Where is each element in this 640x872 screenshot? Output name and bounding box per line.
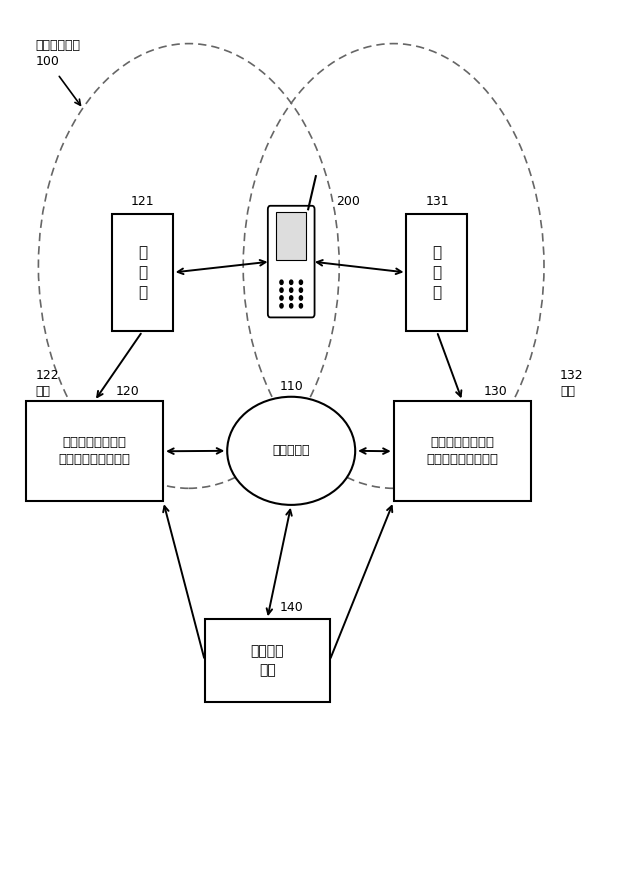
Text: 第２通信制御装置
（第２通信事業者）: 第２通信制御装置 （第２通信事業者）	[426, 436, 499, 467]
Text: 132
セル: 132 セル	[560, 369, 584, 399]
Text: 基
地
局: 基 地 局	[138, 245, 147, 300]
Bar	[112, 214, 173, 331]
Bar	[26, 401, 163, 501]
Bar	[406, 214, 467, 331]
Circle shape	[300, 296, 303, 300]
Circle shape	[300, 280, 303, 284]
Circle shape	[289, 303, 293, 308]
Text: 120: 120	[116, 385, 140, 398]
Text: 121: 121	[131, 194, 154, 208]
Text: 122
セル: 122 セル	[35, 369, 59, 399]
Text: 140: 140	[279, 601, 303, 614]
Circle shape	[280, 280, 283, 284]
Circle shape	[280, 296, 283, 300]
Circle shape	[300, 288, 303, 292]
FancyBboxPatch shape	[268, 206, 315, 317]
Circle shape	[289, 296, 293, 300]
Text: 第１通信制御装置
（第１通信事業者）: 第１通信制御装置 （第１通信事業者）	[58, 436, 131, 467]
Text: 公衆回線網: 公衆回線網	[273, 445, 310, 457]
Text: 情報処理
装置: 情報処理 装置	[250, 644, 284, 677]
Bar	[394, 401, 531, 501]
Text: 200: 200	[336, 194, 360, 208]
Bar	[205, 619, 330, 702]
Text: 通信システム
100: 通信システム 100	[35, 39, 80, 68]
Circle shape	[280, 288, 283, 292]
Circle shape	[300, 303, 303, 308]
Text: 110: 110	[279, 380, 303, 393]
Text: 130: 130	[484, 385, 508, 398]
Ellipse shape	[227, 397, 355, 505]
Circle shape	[280, 303, 283, 308]
Circle shape	[289, 288, 293, 292]
Circle shape	[289, 280, 293, 284]
Text: 131: 131	[426, 194, 449, 208]
Bar	[276, 213, 306, 260]
Text: 基
地
局: 基 地 局	[432, 245, 442, 300]
